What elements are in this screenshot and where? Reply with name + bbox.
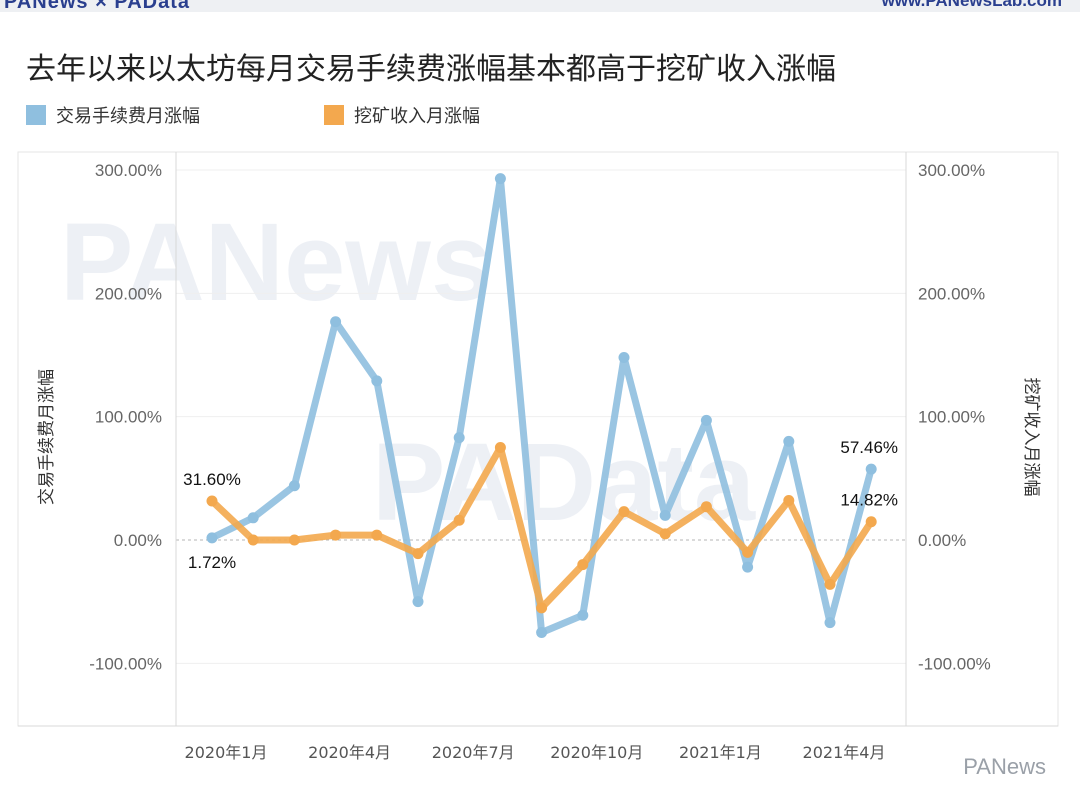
data-point-mining [412,548,424,560]
x-tick-label: 2021年4月 [803,743,886,762]
data-point-mining [536,602,548,614]
data-point-mining [288,534,300,546]
legend-swatch-fee [26,105,46,125]
legend-item-mining: 挖矿收入月涨幅 [324,102,480,128]
y-tick-label-right: -100.00% [918,654,991,673]
data-point-mining [783,495,795,507]
x-tick-label: 2020年4月 [308,743,391,762]
data-point-fee [206,532,218,544]
y-tick-label-left: 100.00% [95,408,162,427]
series-points [206,173,877,638]
x-tick-label: 2020年7月 [432,743,515,762]
y-tick-label-right: 0.00% [918,531,966,550]
data-point-mining [577,559,589,571]
data-point-mining [659,528,671,540]
y-axis-left-tick-labels: 300.00% 200.00% 100.00% 0.00% -100.00% [89,161,162,673]
data-point-fee [865,463,877,475]
data-point-fee [330,316,342,328]
top-brand-bar: PANews × PAData www.PANewsLab.com [0,0,1080,13]
data-point-mining [865,516,877,528]
y-axis-right-label: 挖矿收入月涨幅 [1021,378,1041,497]
data-point-fee [412,596,424,608]
data-point-fee [618,351,630,363]
y-axis-left-label: 交易手续费月涨幅 [37,369,57,505]
data-point-mining [330,529,342,541]
chart-legend: 交易手续费月涨幅 挖矿收入月涨幅 [0,102,1080,130]
data-point-mining [824,578,836,590]
data-point-fee [494,173,506,185]
y-tick-label-right: 300.00% [918,161,985,180]
data-point-mining [453,514,465,526]
legend-label-mining: 挖矿收入月涨幅 [354,106,480,127]
x-axis-tick-labels: 2020年1月 2020年4月 2020年7月 2020年10月 2021年1月 2021… [185,743,886,762]
chart-title: 去年以来以太坊每月交易手续费涨幅基本都高于挖矿收入涨幅 [26,52,836,87]
data-point-fee [371,375,383,387]
data-point-fee [536,626,548,638]
y-tick-label-right: 100.00% [918,408,985,427]
data-point-fee [247,512,259,524]
y-tick-label-right: 200.00% [918,284,985,303]
y-tick-label-left: 0.00% [114,531,162,550]
data-label: 31.60% [183,470,241,489]
data-label: 14.82% [840,491,898,510]
y-tick-label-left: 300.00% [95,161,162,180]
data-labels: 31.60% 1.72% 57.46% 14.82% [183,438,898,572]
data-point-mining [206,495,218,507]
x-tick-label: 2021年1月 [679,743,762,762]
data-point-mining [618,506,630,518]
x-tick-label: 2020年1月 [185,743,268,762]
data-point-mining [700,501,712,513]
svg-text:PANews: PANews [60,201,492,324]
data-point-fee [577,609,589,621]
x-tick-label: 2020年10月 [550,743,643,762]
data-point-fee [783,435,795,447]
data-point-mining [371,529,383,541]
data-point-fee [742,561,754,573]
legend-label-fee: 交易手续费月涨幅 [56,106,200,127]
y-tick-label-left: -100.00% [89,654,162,673]
brand-url: www.PANewsLab.com [881,0,1062,10]
axes [18,152,1058,727]
data-point-fee [288,480,300,492]
data-label: 1.72% [188,553,236,572]
y-axis-right-tick-labels: 300.00% 200.00% 100.00% 0.00% -100.00% [918,161,991,673]
y-tick-label-left: 200.00% [95,284,162,303]
data-point-mining [742,546,754,558]
brand-logo-left: PANews × PAData [4,0,190,13]
data-point-mining [494,442,506,454]
footer-watermark: PANews [963,754,1046,779]
legend-item-fee: 交易手续费月涨幅 [26,102,200,128]
data-point-fee [700,414,712,426]
legend-swatch-mining [324,105,344,125]
data-point-fee [824,617,836,629]
data-point-fee [659,509,671,521]
data-label: 57.46% [840,438,898,457]
data-point-fee [453,432,465,444]
data-point-mining [247,534,259,546]
